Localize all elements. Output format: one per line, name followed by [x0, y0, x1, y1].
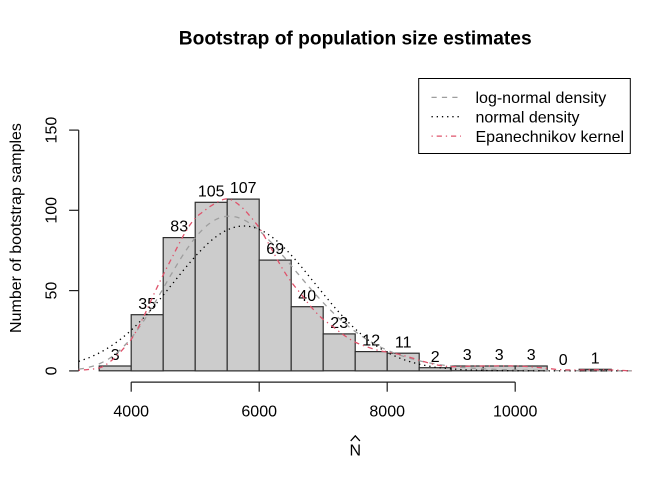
svg-text:35: 35	[138, 296, 156, 313]
svg-text:Epanechnikov kernel: Epanechnikov kernel	[476, 129, 625, 146]
svg-text:1: 1	[591, 350, 600, 367]
svg-text:N: N	[350, 443, 362, 460]
svg-text:3: 3	[495, 347, 504, 364]
svg-text:40: 40	[298, 288, 316, 305]
svg-text:50: 50	[44, 282, 61, 300]
svg-text:23: 23	[330, 315, 348, 332]
svg-text:105: 105	[198, 183, 225, 200]
svg-text:11: 11	[395, 334, 412, 351]
svg-text:0: 0	[44, 366, 61, 375]
svg-text:10000: 10000	[493, 404, 538, 421]
svg-text:Bootstrap of population size e: Bootstrap of population size estimates	[179, 29, 532, 50]
svg-text:3: 3	[463, 347, 472, 364]
svg-text:100: 100	[44, 197, 61, 224]
svg-text:Number of bootstrap samples: Number of bootstrap samples	[8, 123, 25, 333]
svg-text:83: 83	[170, 219, 188, 236]
svg-text:4000: 4000	[113, 404, 149, 421]
svg-text:3: 3	[111, 347, 120, 364]
svg-text:3: 3	[527, 347, 536, 364]
svg-text:normal density: normal density	[476, 109, 580, 126]
svg-text:150: 150	[44, 117, 61, 144]
svg-text:2: 2	[431, 349, 440, 366]
svg-text:69: 69	[266, 241, 284, 258]
svg-text:12: 12	[362, 333, 380, 350]
svg-text:8000: 8000	[369, 404, 405, 421]
svg-text:log-normal density: log-normal density	[476, 90, 607, 107]
svg-text:6000: 6000	[241, 404, 277, 421]
svg-text:107: 107	[230, 180, 257, 197]
svg-text:0: 0	[559, 352, 568, 369]
